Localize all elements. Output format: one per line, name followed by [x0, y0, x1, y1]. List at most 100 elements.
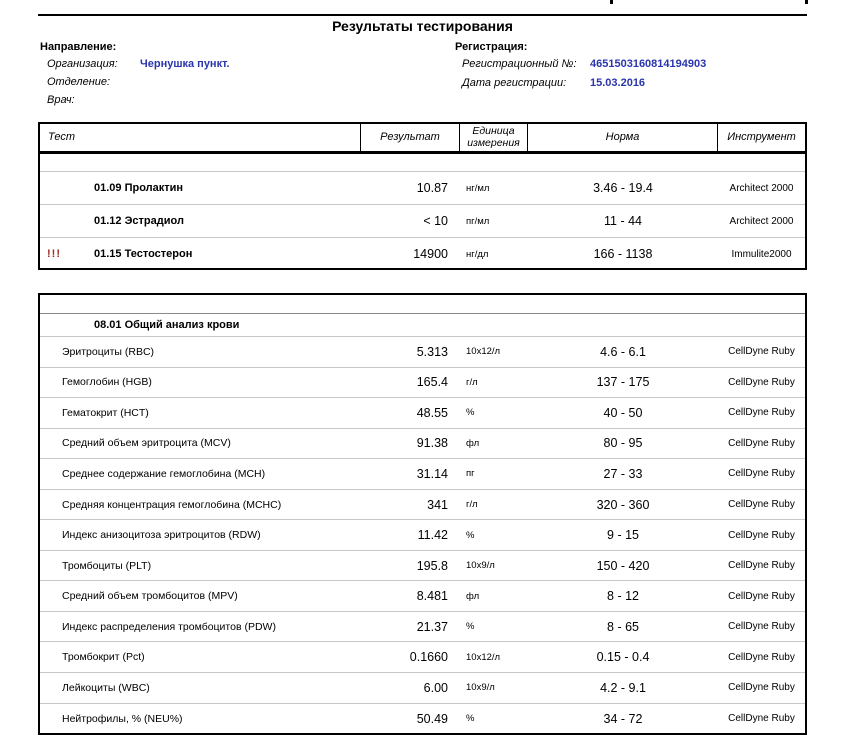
- norm-value: 34 - 72: [603, 711, 643, 726]
- test-name-cell: Лейкоциты (WBC): [40, 673, 361, 703]
- result-value: 21.37: [416, 619, 448, 634]
- header-divider: [38, 14, 807, 16]
- result-value: 5.313: [416, 344, 448, 359]
- test-name-cell: Гемоглобин (HGB): [40, 368, 361, 398]
- test-name: 01.15 Тестостерон: [94, 248, 193, 260]
- test-name: 01.12 Эстрадиол: [94, 215, 184, 227]
- table-row: Тромбоциты (PLT) 195.8 10x9/л 150 - 420 …: [40, 551, 805, 582]
- organization-label: Организация:: [47, 58, 118, 70]
- unit-value: %: [466, 713, 475, 725]
- norm-value: 137 - 175: [596, 375, 650, 390]
- unit-value: нг/мл: [466, 182, 490, 194]
- norm-value: 8 - 65: [607, 619, 639, 634]
- result-value: 31.14: [416, 466, 448, 481]
- norm-value: 27 - 33: [603, 466, 643, 481]
- column-header-result: Результат: [361, 124, 460, 151]
- regnumber-value: 4651503160814194903: [590, 58, 707, 70]
- result-value: 91.38: [416, 436, 448, 451]
- test-name: Индекс распределения тромбоцитов (PDW): [62, 620, 276, 633]
- top-edge-tick: [610, 0, 613, 4]
- table-header-row: Тест Результат Единица измерения Норма И…: [40, 124, 805, 154]
- instrument-value: CellDyne Ruby: [728, 468, 795, 480]
- registration-section-label: Регистрация:: [455, 41, 528, 53]
- unit-value: 10x12/л: [466, 651, 501, 663]
- instrument-value: CellDyne Ruby: [728, 437, 795, 449]
- table-row: Средняя концентрация гемоглобина (MCHC) …: [40, 490, 805, 521]
- unit-value: 10x12/л: [466, 346, 501, 358]
- column-header-norm: Норма: [528, 124, 718, 151]
- test-name: Средняя концентрация гемоглобина (MCHC): [62, 498, 282, 511]
- instrument-value: CellDyne Ruby: [728, 713, 795, 725]
- doctor-label: Врач:: [47, 94, 75, 106]
- test-name-cell: Эритроциты (RBC): [40, 337, 361, 367]
- result-value: 10.87: [416, 181, 448, 195]
- test-name-cell: Индекс распределения тромбоцитов (PDW): [40, 612, 361, 642]
- unit-value: фл: [466, 590, 480, 602]
- direction-section-label: Направление:: [40, 41, 117, 53]
- table-row: Индекс анизоцитоза эритроцитов (RDW) 11.…: [40, 520, 805, 551]
- table-row: Нейтрофилы, % (NEU%) 50.49 % 34 - 72 Cel…: [40, 704, 805, 735]
- table-row: Средний объем тромбоцитов (MPV) 8.481 фл…: [40, 581, 805, 612]
- instrument-value: CellDyne Ruby: [728, 651, 795, 663]
- result-value: 8.481: [416, 589, 448, 604]
- norm-value: 150 - 420: [596, 558, 650, 573]
- group-title: 08.01 Общий анализ крови: [94, 319, 240, 331]
- test-name-cell: 01.12 Эстрадиол: [40, 205, 361, 237]
- regnumber-label: Регистрационный №:: [462, 58, 577, 70]
- table-row: 01.12 Эстрадиол < 10 пг/мл 11 - 44 Archi…: [40, 205, 805, 238]
- table-row: Средний объем эритроцита (MCV) 91.38 фл …: [40, 429, 805, 460]
- result-value: 50.49: [416, 711, 448, 726]
- instrument-value: CellDyne Ruby: [728, 529, 795, 541]
- column-header-instrument: Инструмент: [727, 130, 796, 143]
- instrument-value: CellDyne Ruby: [728, 621, 795, 633]
- unit-value: пг/мл: [466, 215, 490, 227]
- test-name: Тромбокрит (Pct): [62, 651, 145, 664]
- norm-value: 80 - 95: [603, 436, 643, 451]
- test-name: 01.09 Пролактин: [94, 182, 184, 194]
- spacer-row: [40, 154, 805, 172]
- norm-value: 166 - 1138: [593, 247, 653, 261]
- table-row: !!! 01.15 Тестостерон 14900 нг/дл 166 - 1…: [40, 238, 805, 270]
- result-value: 0.1660: [409, 650, 448, 665]
- results-table-hormones: Тест Результат Единица измерения Норма И…: [38, 122, 807, 270]
- spacer-row: [40, 295, 805, 314]
- norm-value: 3.46 - 19.4: [593, 181, 653, 195]
- unit-value: фл: [466, 437, 480, 449]
- instrument-value: Immulite2000: [731, 248, 792, 260]
- regdate-value: 15.03.2016: [590, 77, 646, 89]
- test-name: Средний объем эритроцита (MCV): [62, 437, 231, 450]
- test-name-cell: Тромбоциты (PLT): [40, 551, 361, 581]
- instrument-value: CellDyne Ruby: [728, 682, 795, 694]
- test-name-cell: Средний объем тромбоцитов (MPV): [40, 581, 361, 611]
- regdate-label: Дата регистрации:: [462, 77, 567, 89]
- column-header-unit: Единица измерения: [460, 124, 528, 151]
- result-value: 341: [427, 497, 448, 512]
- table-row: Среднее содержание гемоглобина (MCH) 31.…: [40, 459, 805, 490]
- instrument-value: Architect 2000: [729, 182, 794, 194]
- result-value: 11.42: [417, 528, 448, 543]
- unit-value: %: [466, 529, 475, 541]
- table-row: Тромбокрит (Pct) 0.1660 10x12/л 0.15 - 0…: [40, 642, 805, 674]
- instrument-value: CellDyne Ruby: [728, 376, 795, 388]
- instrument-value: CellDyne Ruby: [728, 346, 795, 358]
- norm-value: 9 - 15: [607, 528, 639, 543]
- test-name-cell: Средняя концентрация гемоглобина (MCHC): [40, 490, 361, 520]
- test-name-cell: !!! 01.15 Тестостерон: [40, 238, 361, 270]
- unit-value: г/л: [466, 499, 478, 510]
- instrument-value: CellDyne Ruby: [728, 407, 795, 419]
- alert-flag: !!!: [47, 248, 61, 260]
- norm-value: 320 - 360: [596, 497, 650, 512]
- page-title: Результаты тестирования: [332, 18, 513, 34]
- unit-value: %: [466, 407, 475, 419]
- unit-value: нг/дл: [466, 248, 489, 260]
- group-header-row: 08.01 Общий анализ крови: [40, 314, 805, 337]
- test-name-cell: Тромбокрит (Pct): [40, 642, 361, 672]
- test-name-cell: 01.09 Пролактин: [40, 172, 361, 204]
- norm-value: 8 - 12: [607, 589, 639, 604]
- result-value: 48.55: [416, 405, 448, 420]
- norm-value: 0.15 - 0.4: [596, 650, 650, 665]
- norm-value: 4.6 - 6.1: [600, 344, 646, 359]
- test-name-cell: Гематокрит (HCT): [40, 398, 361, 428]
- result-value: 6.00: [423, 680, 448, 695]
- table-row: 01.09 Пролактин 10.87 нг/мл 3.46 - 19.4 …: [40, 172, 805, 205]
